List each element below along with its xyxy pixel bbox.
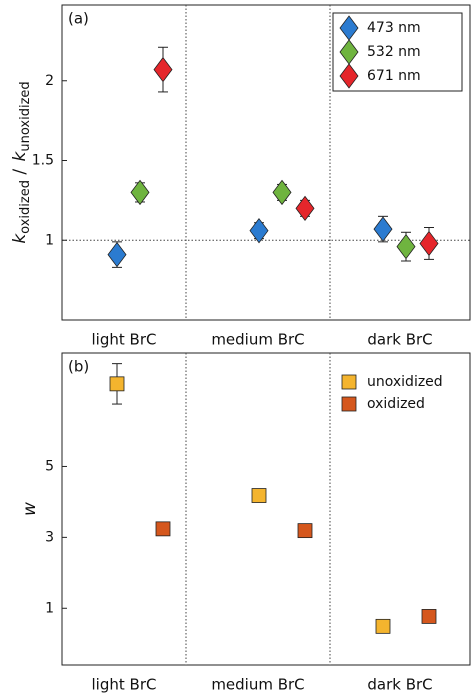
x-tick-label: dark BrC xyxy=(367,676,432,694)
data-point xyxy=(396,233,416,260)
panel-label: (a) xyxy=(68,10,89,28)
data-point xyxy=(155,521,171,537)
data-point xyxy=(153,56,173,83)
plot-frame xyxy=(61,352,471,666)
data-point xyxy=(130,179,150,206)
y-axis-label-part: k xyxy=(10,233,30,244)
y-tick-label: 2 xyxy=(45,73,54,89)
legend-label: oxidized xyxy=(367,396,425,412)
y-tick-label: 1.5 xyxy=(32,153,54,169)
data-point xyxy=(107,241,127,268)
legend-label: 532 nm xyxy=(367,44,421,60)
legend-marker xyxy=(339,63,359,89)
data-point xyxy=(421,609,437,624)
plot-frame xyxy=(61,4,471,321)
data-point xyxy=(251,488,267,503)
y-axis-label: w xyxy=(20,502,40,516)
y-axis-label-part: w xyxy=(20,502,40,516)
data-point xyxy=(295,195,315,222)
y-axis-label-part: / xyxy=(10,163,30,180)
y-axis-label-subscript: oxidized xyxy=(18,180,33,234)
y-axis-label-subscript: unoxidized xyxy=(18,81,33,151)
data-point xyxy=(297,523,313,539)
y-tick-label: 1 xyxy=(45,600,54,616)
data-point xyxy=(375,618,391,634)
panel-label: (b) xyxy=(68,358,89,376)
legend-marker xyxy=(341,374,357,390)
x-tick-label: dark BrC xyxy=(367,331,432,349)
y-axis-label-part: k xyxy=(10,150,30,161)
y-tick-label: 3 xyxy=(45,529,54,545)
y-axis-label: koxidized / kunoxidized xyxy=(10,81,33,243)
x-tick-label: medium BrC xyxy=(211,676,304,694)
legend-label: unoxidized xyxy=(367,374,443,390)
data-point xyxy=(419,230,439,257)
data-point xyxy=(109,376,125,392)
data-point xyxy=(272,179,292,206)
data-point xyxy=(373,216,393,242)
data-point xyxy=(249,218,269,244)
legend-label: 671 nm xyxy=(367,68,421,84)
legend-label: 473 nm xyxy=(367,20,421,36)
y-tick-label: 1 xyxy=(45,232,54,248)
legend-marker xyxy=(341,396,357,412)
x-tick-label: light BrC xyxy=(92,331,157,349)
y-tick-label: 5 xyxy=(45,458,54,474)
x-tick-label: medium BrC xyxy=(211,331,304,349)
x-tick-label: light BrC xyxy=(92,676,157,694)
